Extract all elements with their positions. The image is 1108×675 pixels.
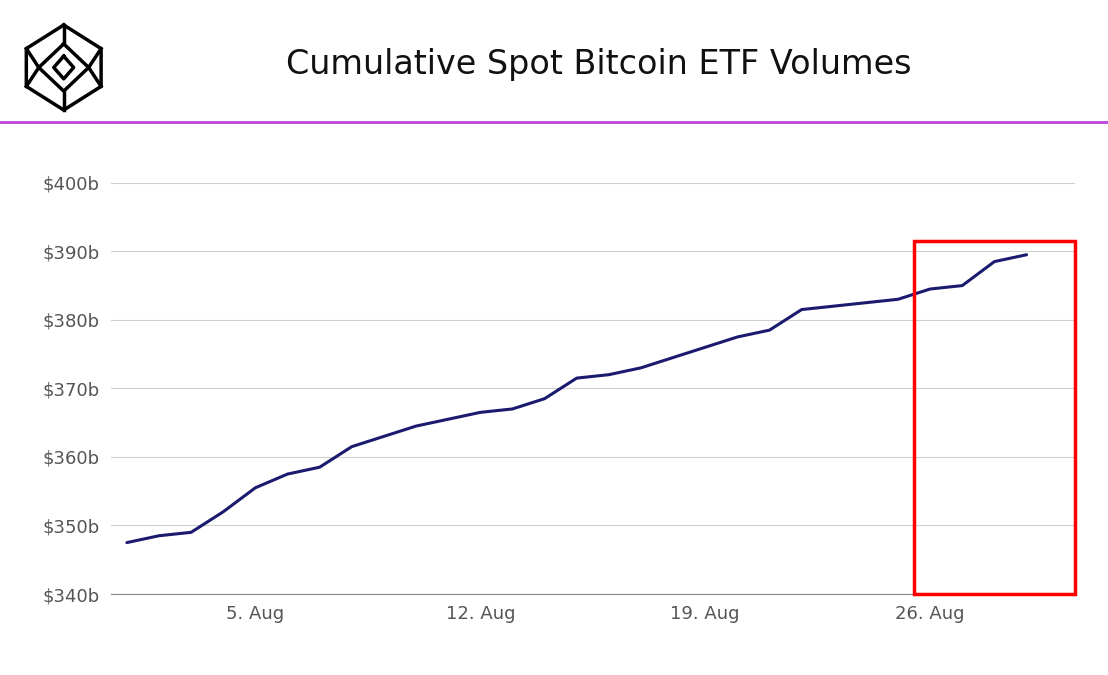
Bar [914,241,1075,594]
Text: Cumulative Spot Bitcoin ETF Volumes: Cumulative Spot Bitcoin ETF Volumes [286,48,911,80]
